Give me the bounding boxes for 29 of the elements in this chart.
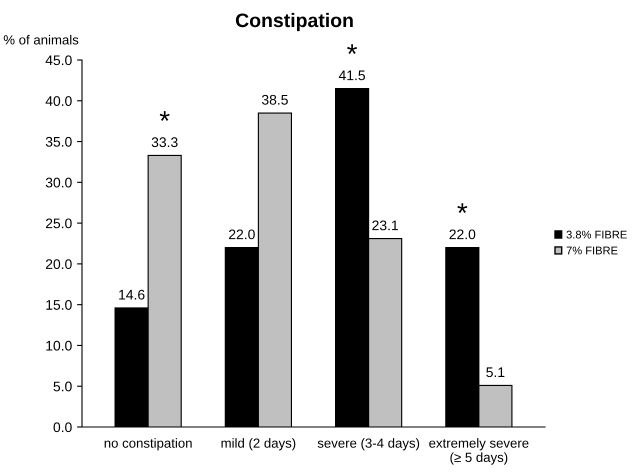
annotation: * — [160, 111, 170, 121]
y-tick-label: 25.0 — [46, 218, 72, 228]
data-label: 33.3 — [152, 137, 178, 148]
data-label: 5.1 — [486, 367, 504, 378]
data-label: 22.0 — [450, 229, 476, 240]
data-label: 22.0 — [229, 229, 255, 240]
legend-label: 3.8% FIBRE — [566, 230, 627, 239]
y-tick-label: 35.0 — [46, 136, 72, 147]
y-tick-label: 40.0 — [46, 96, 72, 106]
y-tick-label: 30.0 — [46, 178, 72, 188]
data-label: 38.5 — [262, 94, 288, 105]
y-tick-label: 5.0 — [54, 382, 72, 392]
y-tick-label: 45.0 — [46, 55, 72, 66]
y-axis-title: % of animals — [4, 34, 78, 45]
y-tick-label: 20.0 — [46, 259, 72, 270]
y-tick-label: 10.0 — [46, 340, 72, 351]
y-tick-label: 15.0 — [46, 300, 72, 310]
data-label: 41.5 — [338, 70, 366, 80]
data-label: 23.1 — [372, 220, 398, 230]
annotation: * — [347, 44, 358, 54]
chart-title: Constipation — [236, 12, 353, 32]
data-label: 14.6 — [119, 290, 145, 300]
x-tick-label: no constipation — [104, 438, 192, 450]
annotation: * — [457, 203, 468, 214]
x-tick-label: mild (2 days) — [222, 438, 296, 450]
x-tick-label: extremely severe (≥ 5 days) — [429, 438, 529, 465]
legend-label: 7% FIBRE — [566, 246, 618, 254]
y-tick-label: 0.0 — [54, 422, 72, 432]
x-tick-label: severe (3-4 days) — [318, 438, 420, 450]
